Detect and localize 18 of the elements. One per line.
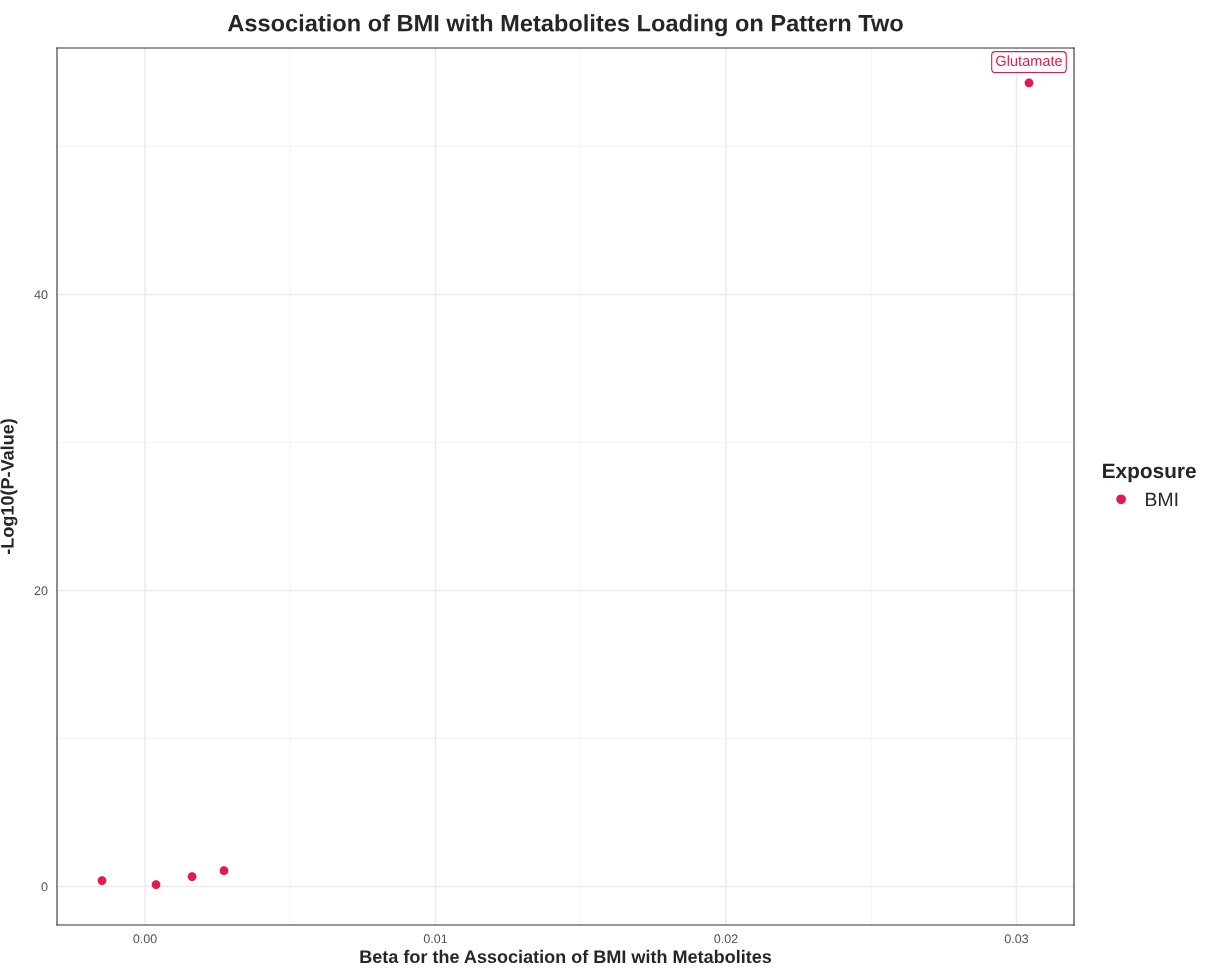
x-tick-label: 0.02 xyxy=(714,934,738,944)
legend-label: BMI xyxy=(1146,492,1178,507)
y-axis-title: -Log10(P-Value) xyxy=(0,419,18,555)
point xyxy=(97,876,107,885)
point xyxy=(151,880,161,889)
point xyxy=(187,872,197,881)
point xyxy=(1024,78,1034,88)
x-tick-label: 0.03 xyxy=(1004,934,1029,944)
y-tick-label: 40 xyxy=(34,290,48,300)
x-tick-label: 0.00 xyxy=(133,934,157,944)
y-tick-label: 20 xyxy=(34,586,48,596)
x-axis-title: Beta for the Association of BMI with Metabolites xyxy=(360,949,772,964)
legend-title: Exposure xyxy=(1103,463,1196,483)
x-tick-label: 0.01 xyxy=(423,934,448,944)
annotation: Glutamate xyxy=(996,55,1062,67)
y-tick-label: 0 xyxy=(41,882,48,892)
chart-title: Association of BMI with Metabolites Loading on Pattern Two xyxy=(227,14,903,37)
point xyxy=(219,866,229,876)
